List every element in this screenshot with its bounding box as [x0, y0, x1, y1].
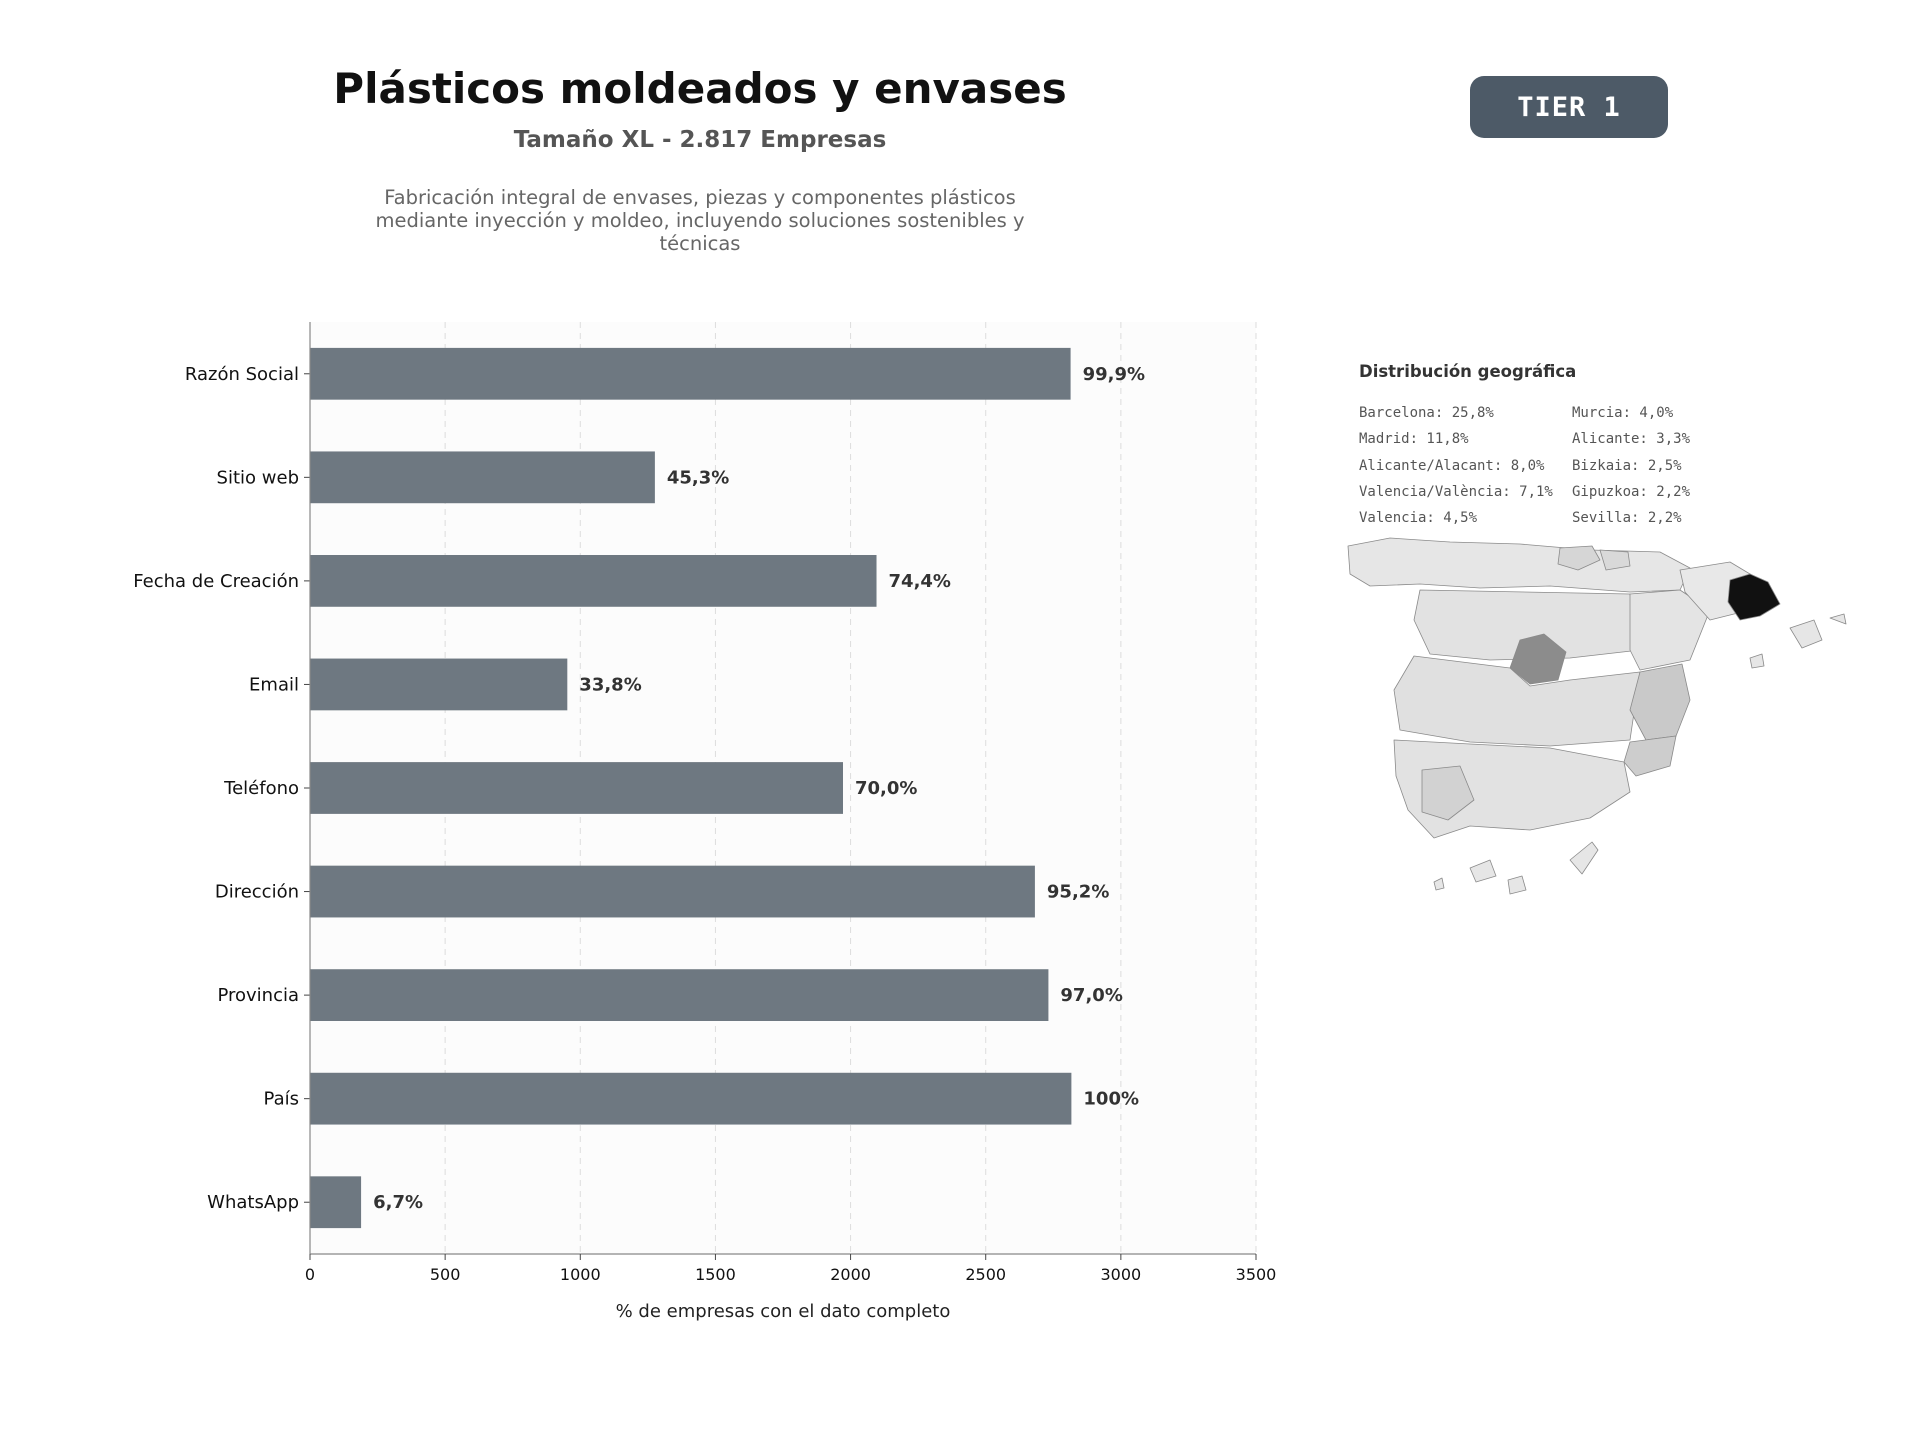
map-region-centre: [1393, 655, 1641, 747]
map-region-valencia: [1629, 663, 1691, 741]
x-tick-label: 0: [305, 1265, 315, 1284]
bar: [310, 969, 1049, 1021]
x-axis-label: % de empresas con el dato completo: [616, 1301, 951, 1322]
spain-province-map: [1347, 537, 1847, 895]
page-subtitle: Tamaño XL - 2.817 Empresas: [513, 127, 887, 153]
y-tick-label: Dirección: [215, 882, 299, 903]
bar: [310, 865, 1035, 918]
map-region-menorca: [1829, 613, 1847, 625]
data-label: 33,8%: [579, 674, 641, 695]
geo-item: Alicante/Alacant: 8,0%: [1359, 457, 1545, 474]
bar: [310, 1176, 362, 1229]
map-region-mallorca: [1789, 619, 1823, 649]
map-region-aragon: [1629, 589, 1711, 671]
y-tick-label: Sitio web: [217, 467, 299, 488]
data-label: 70,0%: [855, 778, 917, 799]
x-tick-label: 3500: [1236, 1265, 1277, 1284]
bar: [310, 451, 655, 504]
map-region-canary-1: [1469, 859, 1497, 883]
axes-group: Razón Social Sitio web Fecha de Creación Em…: [133, 322, 1276, 1284]
bar: [310, 555, 877, 607]
geo-item: Barcelona: 25,8%: [1359, 405, 1494, 421]
x-tick-label: 2500: [965, 1265, 1006, 1284]
y-tick-label: Email: [249, 674, 299, 695]
map-region-canary-2: [1507, 875, 1527, 895]
map-region-north: [1347, 537, 1691, 593]
y-tick-label: País: [264, 1089, 299, 1110]
bar: [310, 658, 568, 711]
bar: [310, 1072, 1072, 1125]
data-label: 97,0%: [1060, 985, 1122, 1006]
y-tick-label: WhatsApp: [207, 1192, 299, 1213]
data-label: 45,3%: [667, 467, 729, 488]
bar-chart: 99,9% 45,3% 74,4% 33,8% 70,0% 95,2% 97,0% 100% 6…: [133, 322, 1276, 1322]
geo-item: Alicante: 3,3%: [1572, 431, 1691, 448]
tier-badge: TIER 1: [1470, 76, 1668, 138]
geo-item: Gipuzkoa: 2,2%: [1572, 483, 1691, 500]
map-region-ibiza: [1749, 653, 1765, 669]
data-label: 99,9%: [1083, 364, 1145, 385]
geo-item: Madrid: 11,8%: [1359, 431, 1469, 448]
y-tick-label: Teléfono: [223, 778, 299, 799]
data-label: 100%: [1083, 1089, 1139, 1110]
geo-list-right: Murcia: 4,0% Alicante: 3,3% Bizkaia: 2,5…: [1572, 400, 1690, 531]
y-tick-label: Provincia: [217, 985, 299, 1006]
map-region-sevilla: [1421, 765, 1475, 821]
map-region-alicante: [1623, 735, 1677, 777]
map-region-barcelona: [1727, 573, 1781, 621]
sector-description: Fabricación integral de envases, piezas …: [375, 186, 1025, 255]
x-tick-label: 1000: [560, 1265, 601, 1284]
page-title: Plásticos moldeados y envases: [333, 64, 1067, 113]
map-region-gipuzkoa: [1599, 549, 1631, 571]
map-region-canary-3: [1569, 841, 1599, 875]
data-label: 74,4%: [889, 571, 951, 592]
data-label: 6,7%: [373, 1192, 423, 1213]
map-region-canary-4: [1433, 877, 1445, 891]
geo-item: Sevilla: 2,2%: [1572, 510, 1682, 527]
bars-group: 99,9% 45,3% 74,4% 33,8% 70,0% 95,2% 97,0% 100% 6…: [310, 347, 1145, 1229]
y-tick-label: Fecha de Creación: [133, 571, 299, 592]
geo-item: Valencia: 4,5%: [1359, 510, 1478, 527]
x-tick-label: 500: [430, 1265, 461, 1284]
x-tick-label: 2000: [830, 1265, 871, 1284]
x-tick-label: 3000: [1100, 1265, 1141, 1284]
y-tick-label: Razón Social: [185, 364, 299, 385]
geo-item: Valencia/València: 7,1%: [1359, 483, 1553, 500]
bar: [310, 762, 844, 814]
geo-list-left: Barcelona: 25,8% Madrid: 11,8% Alicante/…: [1359, 400, 1553, 531]
data-label: 95,2%: [1047, 882, 1109, 903]
geo-distribution-title: Distribución geográfica: [1359, 362, 1577, 381]
geo-item: Murcia: 4,0%: [1572, 405, 1674, 421]
bar: [310, 347, 1071, 400]
x-tick-label: 1500: [695, 1265, 736, 1284]
geo-item: Bizkaia: 2,5%: [1572, 457, 1682, 474]
map-region-bizkaia: [1557, 545, 1601, 571]
